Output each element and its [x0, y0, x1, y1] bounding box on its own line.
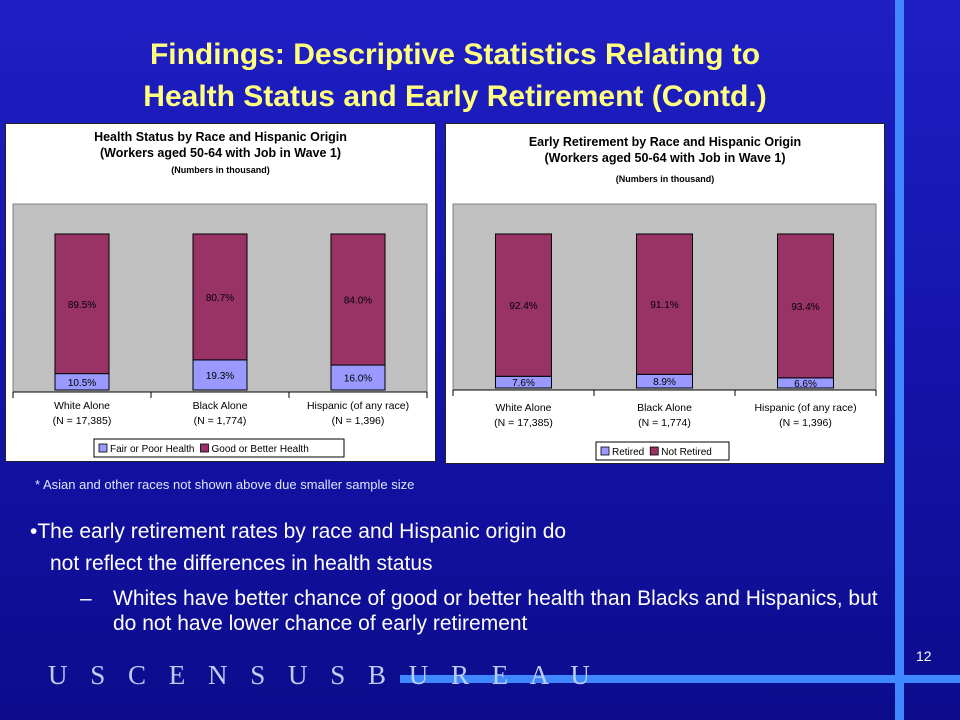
category-label: Black Alone — [637, 402, 692, 414]
bar-segment — [192, 359, 248, 391]
census-bureau-logo-text: U S C E N S U S B U R E A U — [48, 660, 598, 690]
bullet-point: •The early retirement rates by race and … — [30, 516, 566, 580]
legend-label: Not Retired — [661, 447, 712, 458]
data-label: 16.0% — [344, 374, 372, 385]
category-label: White Alone — [495, 402, 551, 414]
data-label: 10.5% — [68, 378, 96, 389]
accent-vertical-line — [895, 0, 904, 720]
legend-box — [93, 438, 345, 458]
data-label: 84.0% — [344, 296, 372, 307]
bar-segment — [636, 233, 693, 375]
slide-title-line-1: Findings: Descriptive Statistics Relatin… — [149, 38, 761, 71]
legend-box — [595, 441, 730, 461]
bar-segment — [192, 233, 248, 361]
slide-title-line-2: Health Status and Early Retirement (Cont… — [143, 80, 767, 113]
category-sample-size: (N = 1,396) — [332, 415, 385, 427]
bar-segment — [495, 233, 552, 377]
category-sample-size: (N = 1,774) — [638, 417, 691, 429]
category-sample-size: (N = 1,774) — [194, 415, 247, 427]
bullet-line-2: not reflect the differences in health st… — [50, 552, 433, 575]
bullet-line-1: •The early retirement rates by race and … — [30, 520, 567, 543]
bar-segment — [777, 233, 834, 379]
data-label: 7.6% — [512, 378, 535, 389]
data-label: 89.5% — [68, 300, 96, 311]
slide-title: Findings: Descriptive Statistics Relatin… — [20, 34, 890, 118]
legend-label: Good or Better Health — [211, 444, 308, 455]
health-status-chart: Health Status by Race and Hispanic Origi… — [5, 123, 436, 462]
chart-title: Health Status by Race and Hispanic Origi… — [94, 130, 347, 144]
chart-note: (Numbers in thousand) — [616, 174, 715, 184]
sub-bullet-text: Whites have better chance of good or bet… — [113, 587, 878, 635]
page-number: 12 — [916, 648, 932, 664]
category-label: Hispanic (of any race) — [754, 402, 856, 414]
chart-note: (Numbers in thousand) — [171, 165, 270, 175]
early-retirement-chart-svg: Early Retirement by Race and Hispanic Or… — [452, 135, 877, 461]
data-label: 6.6% — [794, 379, 817, 390]
accent-horizontal-line — [400, 675, 960, 683]
legend-swatch — [600, 446, 610, 456]
legend-swatch — [649, 446, 659, 456]
data-label: 93.4% — [791, 302, 819, 313]
data-label: 19.3% — [206, 371, 234, 382]
category-label: White Alone — [54, 400, 110, 412]
legend-label: Fair or Poor Health — [110, 444, 194, 455]
category-label: Hispanic (of any race) — [307, 400, 409, 412]
data-label: 8.9% — [653, 377, 676, 388]
data-label: 92.4% — [509, 301, 537, 312]
chart-subtitle: (Workers aged 50-64 with Job in Wave 1) — [100, 146, 341, 160]
sub-bullet-dash: – — [80, 587, 92, 610]
legend-swatch — [200, 443, 209, 453]
data-label: 91.1% — [650, 300, 678, 311]
category-sample-size: (N = 17,385) — [494, 417, 553, 429]
chart-title: Early Retirement by Race and Hispanic Or… — [529, 135, 801, 149]
footnote: * Asian and other races not shown above … — [35, 477, 415, 492]
category-sample-size: (N = 17,385) — [53, 415, 112, 427]
data-label: 80.7% — [206, 293, 234, 304]
bar-segment — [330, 233, 386, 366]
bar-segment — [54, 233, 110, 375]
health-status-chart-svg: Health Status by Race and Hispanic Origi… — [12, 130, 428, 458]
category-sample-size: (N = 1,396) — [779, 417, 832, 429]
category-label: Black Alone — [193, 400, 248, 412]
chart-subtitle: (Workers aged 50-64 with Job in Wave 1) — [544, 151, 785, 165]
legend-label: Retired — [612, 447, 644, 458]
early-retirement-chart: Early Retirement by Race and Hispanic Or… — [445, 123, 885, 464]
legend-swatch — [98, 443, 108, 453]
